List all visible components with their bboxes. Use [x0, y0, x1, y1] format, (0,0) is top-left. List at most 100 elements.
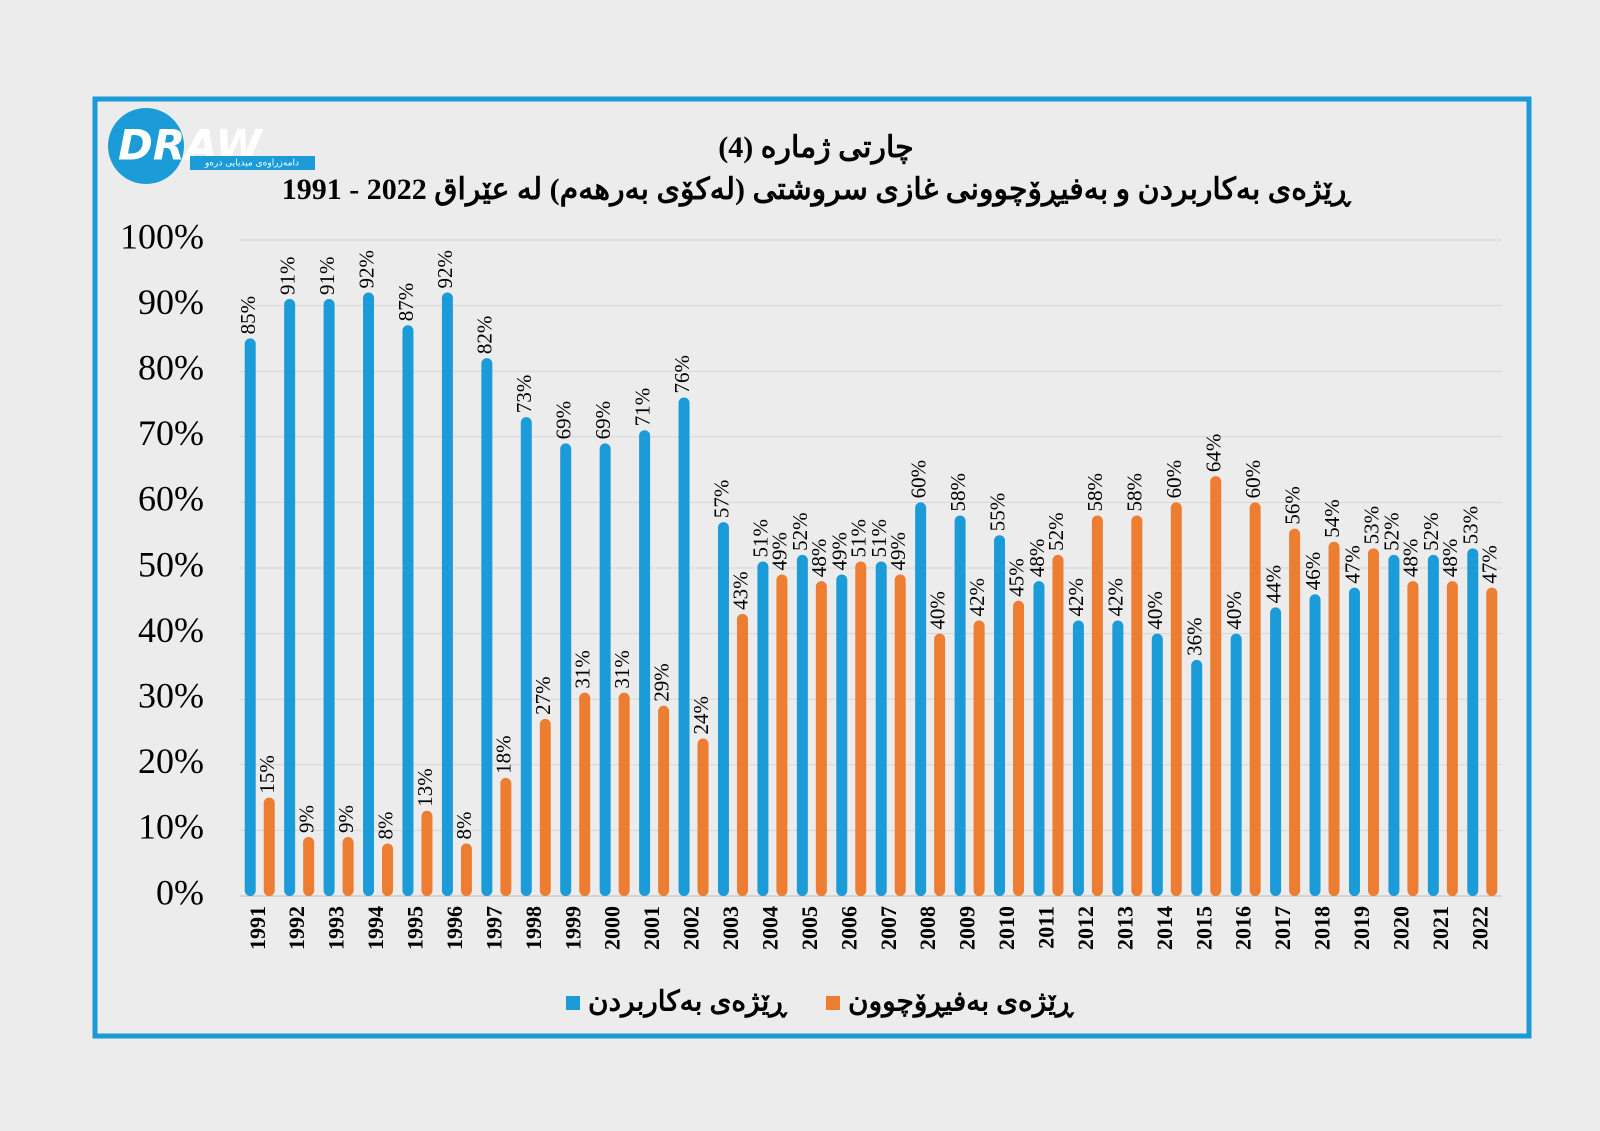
- bar: [875, 561, 887, 896]
- bar: [460, 843, 472, 896]
- value-label: 49%: [768, 532, 792, 571]
- value-label: 31%: [571, 650, 595, 689]
- value-label: 47%: [1478, 545, 1502, 584]
- value-label: 53%: [1459, 506, 1483, 545]
- y-tick-label: 100%: [120, 216, 204, 256]
- bar: [915, 502, 927, 896]
- value-label: 73%: [512, 375, 536, 414]
- bar: [1407, 581, 1419, 896]
- value-label: 48%: [807, 539, 831, 578]
- bar: [421, 810, 433, 896]
- bar: [441, 292, 453, 897]
- bar: [639, 430, 651, 896]
- value-label: 13%: [413, 768, 437, 807]
- value-label: 44%: [1261, 565, 1285, 604]
- x-tick-label: 2018: [1310, 906, 1335, 950]
- value-label: 69%: [552, 401, 576, 440]
- bar: [1309, 594, 1321, 896]
- value-label: 24%: [689, 696, 713, 735]
- bar: [1388, 554, 1400, 896]
- legend-swatch: [566, 996, 580, 1010]
- bar: [500, 777, 512, 896]
- value-label: 51%: [847, 519, 871, 558]
- bar: [1427, 554, 1439, 896]
- value-label: 31%: [610, 650, 634, 689]
- bar: [717, 522, 729, 896]
- bar: [303, 836, 315, 896]
- bar: [836, 574, 848, 896]
- x-tick-label: 2009: [955, 906, 980, 950]
- y-tick-label: 50%: [138, 544, 204, 584]
- value-label: 69%: [591, 401, 615, 440]
- value-label: 52%: [1044, 512, 1068, 551]
- value-label: 87%: [394, 283, 418, 322]
- value-label: 46%: [1301, 552, 1325, 591]
- x-tick-label: 2022: [1467, 906, 1492, 950]
- bar: [1367, 548, 1379, 896]
- value-label: 54%: [1320, 499, 1344, 538]
- bar: [520, 417, 532, 896]
- value-label: 15%: [255, 755, 279, 794]
- bar: [244, 338, 256, 896]
- value-label: 8%: [452, 812, 476, 840]
- x-tick-label: 1999: [560, 906, 585, 950]
- value-label: 71%: [630, 388, 654, 427]
- x-tick-label: 2019: [1349, 906, 1374, 950]
- bar: [894, 574, 906, 896]
- x-tick-label: 2016: [1231, 906, 1256, 950]
- bar: [736, 613, 748, 896]
- value-label: 49%: [828, 532, 852, 571]
- value-label: 51%: [867, 519, 891, 558]
- bar: [954, 515, 966, 896]
- value-label: 82%: [473, 316, 497, 355]
- bar: [1191, 659, 1203, 896]
- value-label: 42%: [1064, 578, 1088, 617]
- x-tick-label: 2020: [1388, 906, 1413, 950]
- value-label: 8%: [373, 812, 397, 840]
- chart-subtitle: ڕێژەی بەکاربردن و بەفیڕۆچوونی غازی سروشت…: [282, 173, 1352, 208]
- value-label: 51%: [749, 519, 773, 558]
- bar: [1446, 581, 1458, 896]
- x-tick-label: 2014: [1152, 906, 1177, 950]
- value-label: 91%: [315, 257, 339, 296]
- bar: [382, 843, 394, 896]
- legend-label: ڕێژەی بەکاربردن: [588, 986, 788, 1018]
- value-label: 52%: [788, 512, 812, 551]
- value-label: 52%: [1380, 512, 1404, 551]
- bar: [1170, 502, 1182, 896]
- bar: [855, 561, 867, 896]
- value-label: 55%: [985, 493, 1009, 532]
- bar: [1013, 600, 1025, 896]
- bar: [1072, 620, 1084, 896]
- value-label: 60%: [1162, 460, 1186, 499]
- value-label: 52%: [1419, 512, 1443, 551]
- value-label: 85%: [236, 296, 260, 335]
- value-label: 91%: [275, 257, 299, 296]
- value-label: 53%: [1359, 506, 1383, 545]
- bar: [599, 443, 611, 896]
- bar: [796, 554, 808, 896]
- bar: [363, 292, 375, 897]
- x-tick-label: 1995: [403, 906, 428, 950]
- x-tick-label: 2004: [757, 906, 782, 950]
- bar: [678, 397, 690, 896]
- value-label: 45%: [1004, 558, 1028, 597]
- logo: DRAW دامەزراوەی میدیایی درەو: [108, 108, 315, 184]
- legend-swatch: [826, 996, 840, 1010]
- value-label: 47%: [1340, 545, 1364, 584]
- value-label: 92%: [354, 250, 378, 289]
- value-label: 60%: [906, 460, 930, 499]
- x-tick-label: 2013: [1112, 906, 1137, 950]
- logo-circle: [108, 108, 184, 184]
- y-tick-label: 30%: [138, 675, 204, 715]
- bar: [1131, 515, 1143, 896]
- bar: [579, 692, 591, 896]
- bar: [1467, 548, 1479, 896]
- y-tick-label: 20%: [138, 741, 204, 781]
- x-tick-label: 2001: [639, 906, 664, 950]
- chart-title: چارتی ژمارە (4): [718, 131, 913, 165]
- y-tick-label: 70%: [138, 413, 204, 453]
- value-label: 58%: [1083, 473, 1107, 512]
- value-label: 9%: [334, 805, 358, 833]
